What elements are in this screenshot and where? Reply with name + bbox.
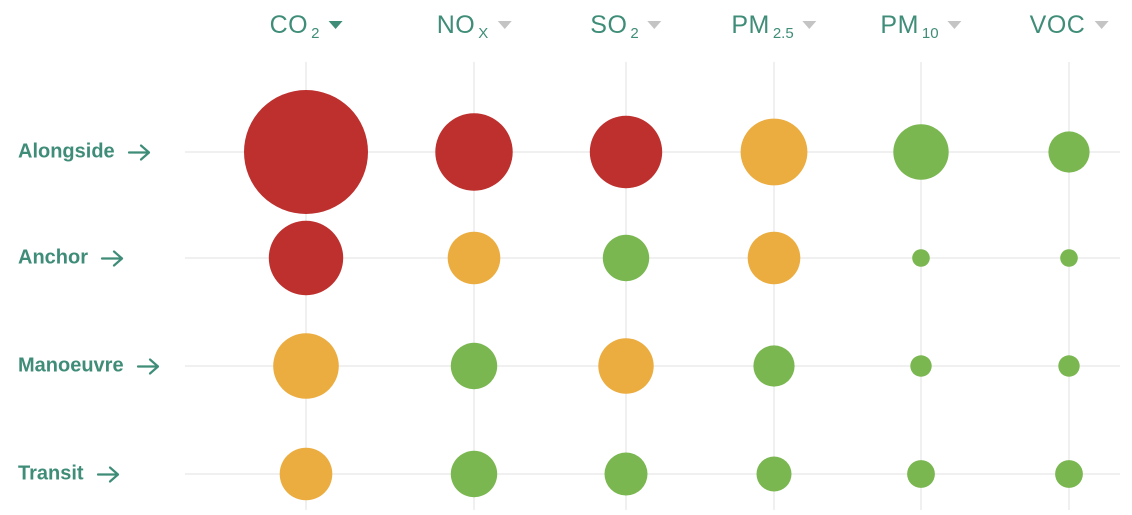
bubble-manoeuvre-co2[interactable]	[273, 333, 339, 399]
column-header-subscript: 2	[311, 24, 320, 42]
column-header-nox[interactable]: NO X	[437, 8, 512, 42]
bubble-transit-co2[interactable]	[279, 447, 333, 501]
bubble-anchor-pm10[interactable]	[912, 249, 930, 267]
column-header-label: PM	[880, 10, 919, 39]
bubble-transit-pm2-5[interactable]	[756, 456, 792, 492]
bubble-transit-voc[interactable]	[1055, 460, 1083, 488]
arrow-right-icon[interactable]	[136, 356, 162, 376]
arrow-right-icon[interactable]	[100, 248, 126, 268]
row-label-anchor[interactable]: Anchor	[18, 247, 126, 270]
bubble-manoeuvre-so2[interactable]	[598, 338, 654, 394]
column-header-subscript: X	[478, 24, 489, 42]
bubble-anchor-nox[interactable]	[447, 231, 501, 285]
bubble-transit-pm10[interactable]	[907, 460, 935, 488]
bubble-alongside-co2[interactable]	[244, 90, 368, 214]
bubble-manoeuvre-voc[interactable]	[1058, 355, 1080, 377]
bubble-transit-nox[interactable]	[450, 450, 498, 498]
bubble-transit-so2[interactable]	[604, 452, 648, 496]
sort-caret-icon[interactable]	[497, 21, 512, 29]
bubble-alongside-so2[interactable]	[589, 115, 663, 189]
row-label-transit[interactable]: Transit	[18, 463, 122, 486]
row-label-text: Alongside	[18, 140, 115, 163]
column-header-so2[interactable]: SO 2	[590, 8, 662, 42]
column-header-subscript: 2.5	[772, 24, 794, 42]
bubble-anchor-so2[interactable]	[602, 234, 650, 282]
arrow-right-icon[interactable]	[127, 142, 153, 162]
bubble-alongside-voc[interactable]	[1048, 131, 1090, 173]
bubble-manoeuvre-pm2-5[interactable]	[753, 345, 795, 387]
column-header-subscript: 2	[630, 24, 639, 42]
sort-caret-icon[interactable]	[802, 21, 817, 29]
bubble-manoeuvre-pm10[interactable]	[910, 355, 932, 377]
column-header-pm2-5[interactable]: PM 2.5	[731, 8, 817, 42]
column-header-co2[interactable]: CO 2	[270, 8, 343, 42]
column-header-pm10[interactable]: PM 10	[880, 8, 962, 42]
column-header-label: NO	[436, 10, 476, 39]
bubble-alongside-pm10[interactable]	[893, 124, 949, 180]
row-label-text: Manoeuvre	[18, 354, 124, 377]
arrow-right-icon[interactable]	[96, 464, 122, 484]
bubble-alongside-pm2-5[interactable]	[740, 118, 808, 186]
row-label-text: Transit	[18, 462, 84, 485]
sort-caret-icon[interactable]	[647, 21, 662, 29]
row-label-alongside[interactable]: Alongside	[18, 141, 153, 164]
bubble-alongside-nox[interactable]	[435, 113, 513, 191]
bubble-manoeuvre-nox[interactable]	[450, 342, 498, 390]
sort-caret-icon[interactable]	[328, 21, 343, 29]
sort-caret-icon[interactable]	[947, 21, 962, 29]
bubble-layer	[244, 90, 1090, 501]
bubble-anchor-pm2-5[interactable]	[747, 231, 801, 285]
column-header-label: SO	[590, 10, 628, 39]
row-label-text: Anchor	[18, 246, 88, 269]
row-label-manoeuvre[interactable]: Manoeuvre	[18, 355, 162, 378]
column-header-label: CO	[269, 10, 309, 39]
column-header-voc[interactable]: VOC	[1030, 8, 1109, 42]
column-header-label: PM	[731, 10, 770, 39]
column-header-label: VOC	[1029, 10, 1086, 39]
column-header-subscript: 10	[921, 24, 939, 42]
bubble-anchor-voc[interactable]	[1060, 249, 1078, 267]
sort-caret-icon[interactable]	[1094, 21, 1109, 29]
bubble-anchor-co2[interactable]	[268, 220, 344, 296]
